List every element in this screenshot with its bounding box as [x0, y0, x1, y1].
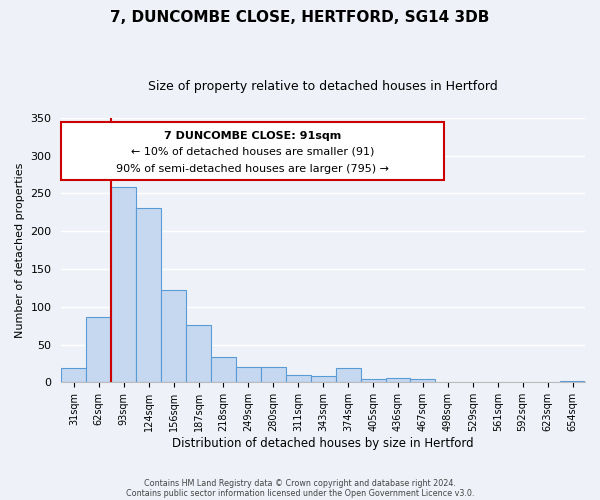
Bar [86, 318, 111, 382]
Bar [286, 375, 311, 382]
Bar [261, 367, 286, 382]
Bar [361, 380, 386, 382]
Text: 90% of semi-detached houses are larger (795) →: 90% of semi-detached houses are larger (… [116, 164, 389, 174]
Bar [186, 325, 211, 382]
Text: 7, DUNCOMBE CLOSE, HERTFORD, SG14 3DB: 7, DUNCOMBE CLOSE, HERTFORD, SG14 3DB [110, 10, 490, 25]
Title: Size of property relative to detached houses in Hertford: Size of property relative to detached ho… [148, 80, 498, 93]
Bar [311, 376, 335, 382]
Text: ← 10% of detached houses are smaller (91): ← 10% of detached houses are smaller (91… [131, 147, 374, 157]
Bar [211, 358, 236, 382]
FancyBboxPatch shape [61, 122, 443, 180]
Bar [161, 290, 186, 382]
Bar [335, 368, 361, 382]
Text: 7 DUNCOMBE CLOSE: 91sqm: 7 DUNCOMBE CLOSE: 91sqm [164, 131, 341, 141]
Bar [111, 188, 136, 382]
Text: Contains HM Land Registry data © Crown copyright and database right 2024.: Contains HM Land Registry data © Crown c… [144, 478, 456, 488]
Bar [136, 208, 161, 382]
Text: Contains public sector information licensed under the Open Government Licence v3: Contains public sector information licen… [126, 488, 474, 498]
Bar [560, 381, 585, 382]
Bar [386, 378, 410, 382]
Bar [61, 368, 86, 382]
Bar [410, 380, 436, 382]
Y-axis label: Number of detached properties: Number of detached properties [15, 162, 25, 338]
Bar [236, 367, 261, 382]
X-axis label: Distribution of detached houses by size in Hertford: Distribution of detached houses by size … [172, 437, 474, 450]
